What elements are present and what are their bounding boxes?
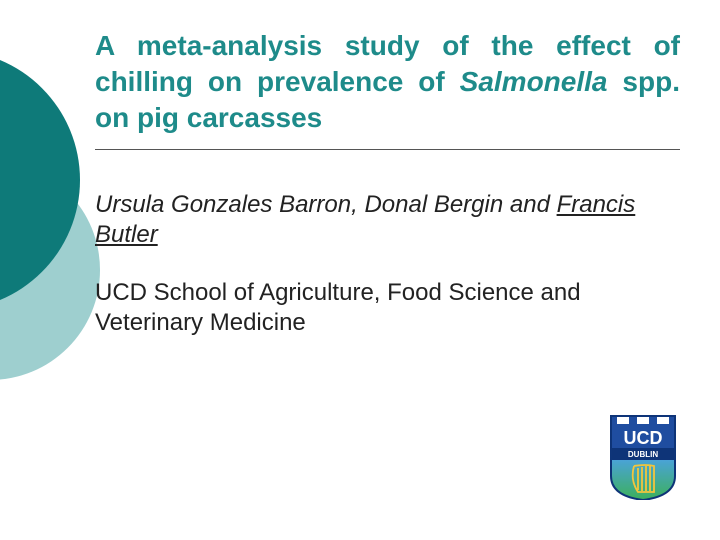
affiliation: UCD School of Agriculture, Food Science … [95,278,680,338]
title-text-italic: Salmonella [460,66,608,97]
title-divider [95,149,680,150]
ucd-logo: UCD DUBLIN [608,408,678,500]
logo-ucd-text: UCD [624,428,663,448]
slide-content: A meta-analysis study of the effect of c… [95,28,680,338]
logo-dublin-text: DUBLIN [628,450,658,459]
authors-pre: Ursula Gonzales Barron, Donal Bergin and [95,191,557,218]
slide-title: A meta-analysis study of the effect of c… [95,28,680,135]
authors: Ursula Gonzales Barron, Donal Bergin and… [95,190,680,250]
